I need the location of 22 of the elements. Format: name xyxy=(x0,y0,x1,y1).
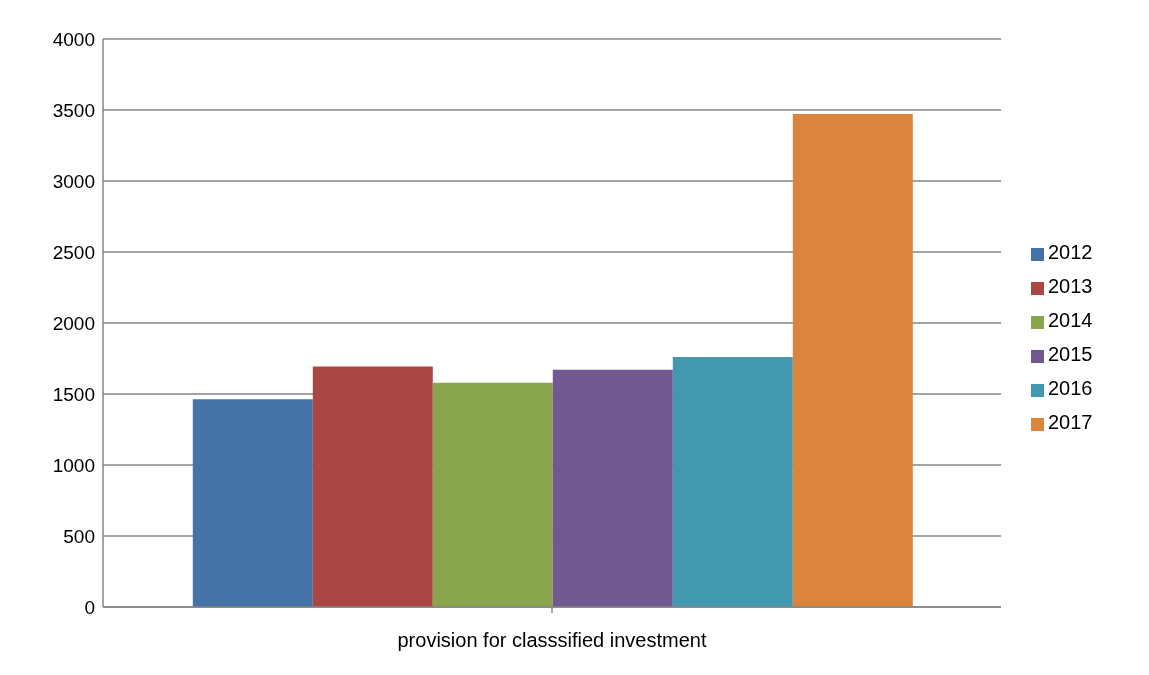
bar xyxy=(432,382,553,607)
y-tick-label: 3000 xyxy=(52,170,95,192)
legend-label: 2013 xyxy=(1048,274,1093,297)
y-tick-label: 1500 xyxy=(52,383,95,405)
y-tick-label: 2500 xyxy=(52,241,95,263)
y-tick-label: 500 xyxy=(63,525,95,547)
y-tick-label: 2000 xyxy=(52,312,95,334)
bar xyxy=(552,369,673,607)
legend-label: 2016 xyxy=(1048,376,1093,399)
legend-label: 2014 xyxy=(1048,308,1093,331)
y-tick-label: 1000 xyxy=(52,454,95,476)
y-tick-label: 3500 xyxy=(52,99,95,121)
bar xyxy=(192,399,313,607)
y-tick-label: 4000 xyxy=(52,28,95,50)
legend-label: 2017 xyxy=(1048,410,1093,433)
bar xyxy=(672,357,793,607)
legend-label: 2015 xyxy=(1048,342,1093,365)
bar xyxy=(312,366,433,607)
y-tick-label: 0 xyxy=(84,596,95,618)
legend-label: 2012 xyxy=(1048,240,1093,263)
bar xyxy=(792,113,913,607)
x-tick-label: provision for classsified investment xyxy=(397,629,707,652)
